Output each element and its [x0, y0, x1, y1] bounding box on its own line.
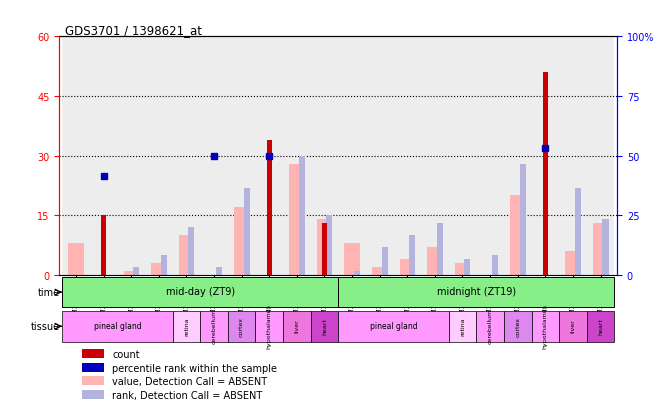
Text: GDS3701 / 1398621_at: GDS3701 / 1398621_at	[65, 24, 202, 37]
Bar	[510, 196, 525, 275]
Bar	[381, 248, 387, 275]
Bar	[179, 236, 194, 275]
Bar	[90, 37, 117, 275]
Bar	[437, 224, 443, 275]
Bar	[117, 37, 145, 275]
Bar	[145, 37, 173, 275]
Bar	[188, 228, 195, 275]
Bar	[289, 164, 304, 275]
Text: heart: heart	[598, 317, 603, 334]
Text: pineal gland: pineal gland	[370, 321, 417, 330]
Bar	[449, 37, 477, 275]
Text: tissue: tissue	[30, 321, 59, 332]
Bar	[531, 311, 559, 342]
Text: heart: heart	[322, 317, 327, 334]
Bar	[477, 311, 504, 342]
Text: cerebellum: cerebellum	[488, 308, 492, 343]
Bar	[123, 271, 139, 275]
Bar	[151, 263, 166, 275]
Bar	[234, 208, 249, 275]
Text: liver: liver	[294, 319, 300, 332]
Text: percentile rank within the sample: percentile rank within the sample	[112, 363, 277, 373]
Bar	[393, 37, 421, 275]
Bar	[504, 37, 531, 275]
Bar	[504, 311, 531, 342]
Text: pineal gland: pineal gland	[94, 321, 141, 330]
Bar	[519, 164, 526, 275]
Text: retina: retina	[184, 316, 189, 335]
Bar	[267, 140, 272, 275]
Bar	[492, 256, 498, 275]
Bar	[62, 311, 173, 342]
Bar	[409, 236, 415, 275]
Bar	[345, 244, 360, 275]
Bar	[69, 244, 84, 275]
Bar	[427, 248, 442, 275]
Bar	[317, 220, 332, 275]
Bar	[200, 37, 228, 275]
Bar	[338, 311, 449, 342]
Text: cortex: cortex	[239, 316, 244, 336]
Text: cortex: cortex	[515, 316, 520, 336]
Bar	[82, 363, 104, 372]
Bar	[593, 224, 608, 275]
Bar	[62, 37, 90, 275]
Text: value, Detection Call = ABSENT: value, Detection Call = ABSENT	[112, 377, 267, 387]
Bar	[400, 259, 415, 275]
Bar	[82, 349, 104, 358]
Bar	[255, 37, 283, 275]
Bar	[133, 268, 139, 275]
Bar	[366, 37, 393, 275]
Text: midnight (ZT19): midnight (ZT19)	[437, 287, 516, 297]
Bar	[327, 216, 333, 275]
Bar	[531, 37, 559, 275]
Bar	[455, 263, 470, 275]
Bar	[82, 390, 104, 399]
Bar	[216, 268, 222, 275]
Bar	[299, 156, 305, 275]
Bar	[62, 277, 339, 308]
Bar	[161, 256, 167, 275]
Bar	[421, 37, 449, 275]
Text: count: count	[112, 349, 140, 359]
Bar	[566, 252, 581, 275]
Bar	[338, 277, 614, 308]
Text: retina: retina	[460, 316, 465, 335]
Bar	[322, 224, 327, 275]
Bar	[372, 268, 387, 275]
Bar	[228, 311, 255, 342]
Text: time: time	[38, 287, 59, 297]
Bar	[465, 259, 471, 275]
Bar	[283, 311, 311, 342]
Text: rank, Detection Call = ABSENT: rank, Detection Call = ABSENT	[112, 390, 263, 400]
Bar	[173, 37, 200, 275]
Bar	[449, 311, 477, 342]
Bar	[559, 311, 587, 342]
Bar	[543, 73, 548, 275]
Bar	[587, 37, 614, 275]
Bar	[354, 271, 360, 275]
Bar	[477, 37, 504, 275]
Bar	[255, 311, 283, 342]
Bar	[338, 37, 366, 275]
Bar	[101, 216, 106, 275]
Bar	[173, 311, 200, 342]
Text: mid-day (ZT9): mid-day (ZT9)	[166, 287, 235, 297]
Bar	[575, 188, 581, 275]
Text: hypothalamus: hypothalamus	[543, 303, 548, 348]
Bar	[587, 311, 614, 342]
Bar	[82, 377, 104, 385]
Bar	[559, 37, 587, 275]
Text: liver: liver	[570, 319, 576, 332]
Bar	[228, 37, 255, 275]
Bar	[603, 220, 609, 275]
Bar	[244, 188, 249, 275]
Bar	[200, 311, 228, 342]
Text: hypothalamus: hypothalamus	[267, 303, 272, 348]
Bar	[283, 37, 311, 275]
Bar	[311, 37, 339, 275]
Text: cerebellum: cerebellum	[211, 308, 216, 343]
Bar	[311, 311, 339, 342]
